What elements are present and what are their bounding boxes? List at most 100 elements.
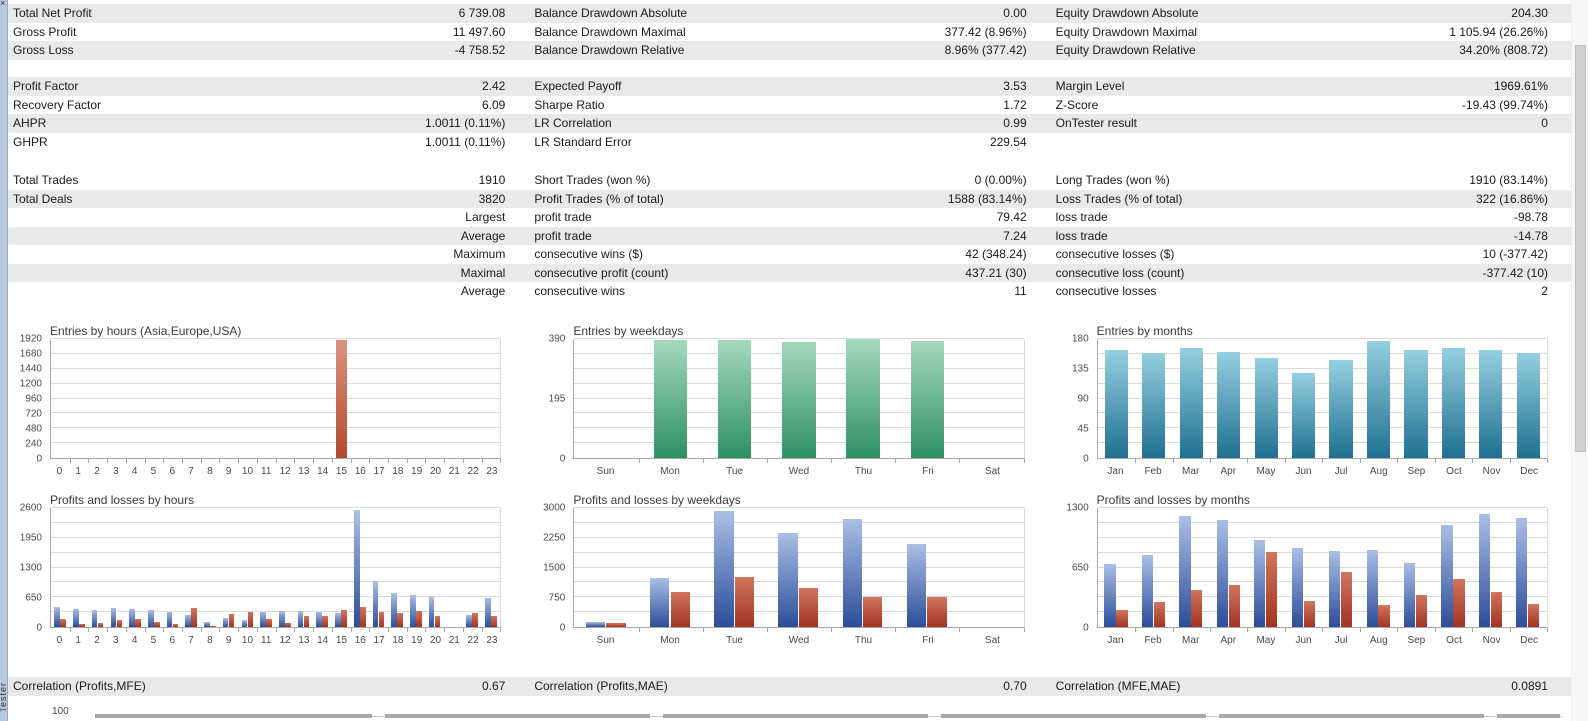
gridline <box>574 551 1024 553</box>
profit-bar <box>1403 563 1416 627</box>
x-axis-tick <box>462 459 464 463</box>
stat-value: Largest <box>465 210 506 224</box>
x-axis-tick <box>69 459 71 463</box>
stat-value: 1969.61% <box>1493 79 1548 93</box>
gridline <box>51 412 501 414</box>
stat-value: 1910 <box>478 173 506 187</box>
x-tick-label: 11 <box>261 466 272 477</box>
x-tick-label: 4 <box>131 635 138 646</box>
chart-entries-by-hours: Entries by hours (Asia,Europe,USA) 0 240 48… <box>8 324 525 480</box>
loss-bar <box>135 618 141 627</box>
stat-value: 2.42 <box>481 79 506 93</box>
x-tick-label: Fri <box>922 466 934 477</box>
stats-cell: OnTester result 0 <box>1051 114 1572 133</box>
x-tick-label: 6 <box>169 466 176 477</box>
gridline <box>1097 338 1547 339</box>
bar <box>1516 352 1540 458</box>
x-axis-tick <box>1359 628 1361 632</box>
chart-plot-area <box>1096 507 1548 632</box>
stat-label: Equity Drawdown Relative <box>1055 43 1196 57</box>
gridline <box>1097 581 1547 583</box>
x-tick-label: Sep <box>1407 635 1426 646</box>
profit-bar <box>466 614 472 627</box>
chart-plot-area <box>1096 338 1548 463</box>
charts-grid: Entries by hours (Asia,Europe,USA) 0 240 48… <box>8 324 1572 649</box>
next-chart-bar-top <box>663 714 928 718</box>
stat-value: Maximum <box>453 247 506 261</box>
x-axis-tick <box>107 459 109 463</box>
stats-cell: Recovery Factor 6.09 <box>8 96 529 115</box>
stats-cell: Expected Payoff 3.53 <box>529 77 1050 96</box>
stats-cell: Equity Drawdown Maximal 1 105.94 (26.26%) <box>1051 23 1572 42</box>
loss-bar <box>266 619 272 627</box>
scrollbar-thumb[interactable] <box>1575 45 1586 452</box>
x-tick-label: 19 <box>411 635 423 646</box>
stat-label: Balance Drawdown Maximal <box>534 24 686 39</box>
x-tick-label: 14 <box>317 466 329 477</box>
loss-bar <box>210 625 216 627</box>
x-axis: Jan Feb Mar Apr May Jun Jul Aug Sep Oct Nov Dec <box>1097 631 1548 649</box>
profit-bar <box>73 608 79 627</box>
x-tick-label: 0 <box>56 466 63 477</box>
x-axis-tick <box>481 628 483 632</box>
stat-label: Gross Profit <box>13 24 77 39</box>
profit-bar <box>241 619 248 627</box>
x-tick-label: Tue <box>726 466 743 477</box>
bar <box>1479 350 1503 458</box>
gridline <box>1097 352 1547 354</box>
docked-panel-strip[interactable]: × Tester <box>0 0 8 721</box>
stats-row: Maximum consecutive wins ($) 42 (348.24) co… <box>8 245 1572 264</box>
vertical-scrollbar[interactable] <box>1571 0 1588 721</box>
stat-label: Loss Trades (% of total) <box>1055 191 1183 206</box>
stat-value: 3820 <box>478 191 506 206</box>
profit-bar <box>91 610 98 627</box>
x-tick-label: 15 <box>335 635 348 646</box>
x-axis-tick <box>462 628 464 632</box>
stats-cell: Total Trades 1910 <box>8 171 529 190</box>
x-tick-label: 17 <box>373 466 385 477</box>
stat-value: 0 (0.00%) <box>974 173 1027 187</box>
x-axis-tick <box>444 628 446 632</box>
x-axis-tick <box>350 628 352 632</box>
x-tick-label: Mar <box>1182 635 1200 646</box>
x-axis-tick <box>238 628 240 632</box>
x-axis-tick <box>88 459 90 463</box>
loss-bar <box>285 622 291 627</box>
x-tick-label: Aug <box>1369 635 1388 646</box>
x-axis-tick <box>500 459 502 463</box>
x-tick-label: 1 <box>75 466 81 477</box>
x-axis-tick <box>638 459 640 463</box>
stats-cell: Margin Level 1969.61% <box>1051 77 1572 96</box>
stats-row: Gross Loss -4 758.52 Balance Drawdown Rela… <box>8 41 1572 60</box>
stat-value: 229.54 <box>989 134 1027 149</box>
x-tick-label: Sun <box>596 466 615 477</box>
stat-value: 1588 (83.14%) <box>947 191 1027 206</box>
stat-label: LR Correlation <box>534 116 612 130</box>
stat-label: Total Deals <box>13 191 73 206</box>
x-axis-tick <box>766 628 768 632</box>
loss-bar <box>1116 610 1128 627</box>
tester-panel-tab[interactable]: Tester <box>0 682 8 713</box>
gridline <box>51 566 501 568</box>
gridline <box>1097 442 1547 444</box>
loss-bar <box>1228 585 1240 627</box>
next-chart-bar-top <box>941 714 1206 718</box>
profit-bar <box>1291 547 1303 627</box>
stat-value: 42 (348.24) <box>965 247 1027 261</box>
close-icon[interactable]: × <box>0 0 6 8</box>
bar <box>782 342 816 458</box>
profit-bar <box>391 592 397 627</box>
bar <box>1329 359 1353 458</box>
stats-cell: Equity Drawdown Absolute 204.30 <box>1051 4 1572 23</box>
y-tick-label: 195 <box>548 393 566 405</box>
x-tick-label: 12 <box>279 635 291 646</box>
stats-row: Total Trades 1910 Short Trades (won %) 0 (0… <box>8 171 1572 190</box>
profit-bar <box>54 607 60 627</box>
x-axis-tick <box>1284 459 1286 463</box>
x-axis-tick <box>200 459 202 463</box>
y-axis: 0 195 390 <box>531 334 569 465</box>
stats-cell: Profit Trades (% of total) 1588 (83.14%) <box>529 190 1050 209</box>
x-axis-tick <box>1209 459 1211 463</box>
x-tick-label: Jun <box>1295 635 1312 646</box>
stat-label: Short Trades (won %) <box>534 173 651 187</box>
